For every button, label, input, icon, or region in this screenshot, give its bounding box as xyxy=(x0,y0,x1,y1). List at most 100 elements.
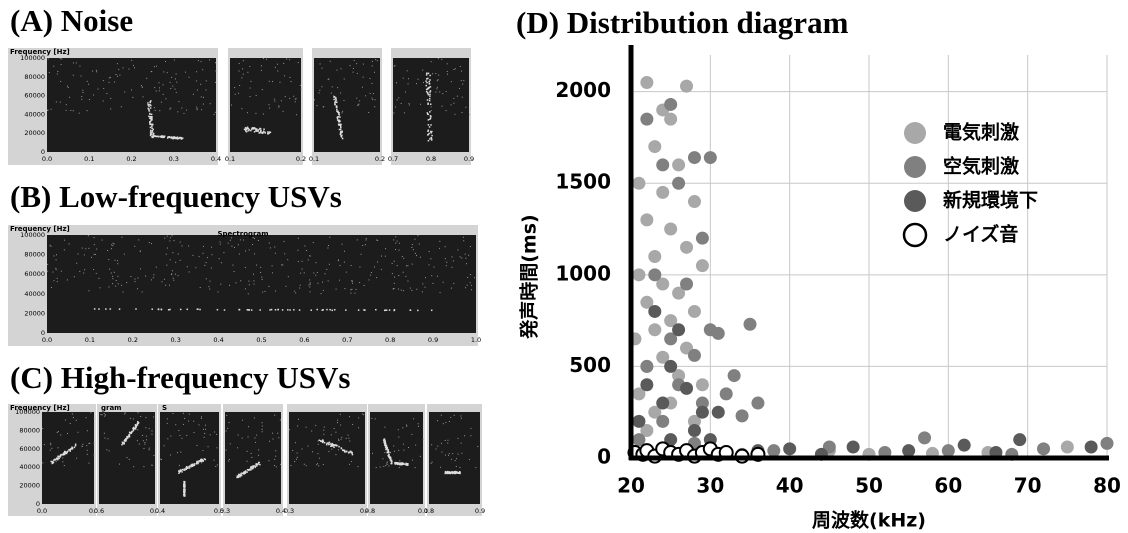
noise-dot xyxy=(454,460,456,462)
noise-dot xyxy=(192,254,194,256)
noise-dot xyxy=(119,74,121,76)
signal-dot xyxy=(341,137,344,140)
spectrogram-header: S xyxy=(162,404,167,412)
noise-dot xyxy=(196,71,198,73)
signal-dot xyxy=(154,135,156,137)
noise-dot xyxy=(128,458,130,460)
noise-dot xyxy=(173,240,175,242)
signal-dot xyxy=(426,72,428,75)
noise-dot xyxy=(417,235,419,237)
noise-dot xyxy=(225,449,227,451)
signal-dot xyxy=(390,460,393,462)
signal-dot xyxy=(385,309,388,311)
noise-dot xyxy=(91,256,93,258)
noise-dot xyxy=(47,109,49,111)
noise-dot xyxy=(348,463,350,465)
noise-dot xyxy=(319,63,321,65)
noise-dot xyxy=(108,259,110,261)
noise-dot xyxy=(441,451,443,453)
noise-dot xyxy=(249,96,251,98)
signal-dot xyxy=(57,457,59,460)
noise-dot xyxy=(289,76,291,78)
signal-dot xyxy=(51,462,53,465)
signal-dot xyxy=(58,457,60,460)
noise-dot xyxy=(142,440,144,442)
noise-dot xyxy=(453,102,455,104)
noise-dot xyxy=(103,413,105,415)
noise-dot xyxy=(299,287,301,289)
signal-dot xyxy=(323,441,326,444)
noise-dot xyxy=(422,81,424,83)
noise-dot xyxy=(177,253,179,255)
noise-dot xyxy=(85,417,87,419)
noise-dot xyxy=(170,454,172,456)
noise-dot xyxy=(260,266,262,268)
noise-dot xyxy=(258,454,260,456)
noise-dot xyxy=(400,103,402,105)
noise-dot xyxy=(134,278,136,280)
noise-dot xyxy=(260,271,262,273)
noise-dot xyxy=(297,260,299,262)
noise-dot xyxy=(276,63,278,65)
noise-dot xyxy=(69,96,71,98)
scatter-point xyxy=(672,369,686,383)
noise-dot xyxy=(448,453,450,455)
noise-dot xyxy=(316,271,318,273)
noise-dot xyxy=(122,291,124,293)
noise-dot xyxy=(430,106,432,108)
signal-dot xyxy=(333,98,335,101)
noise-dot xyxy=(371,60,373,62)
noise-dot xyxy=(244,267,246,269)
noise-dot xyxy=(146,77,148,79)
noise-dot xyxy=(132,96,134,98)
noise-dot xyxy=(91,70,93,72)
scatter-point xyxy=(640,213,654,227)
noise-dot xyxy=(115,285,117,287)
signal-dot xyxy=(98,308,100,310)
noise-dot xyxy=(251,243,253,245)
scatter-point xyxy=(640,295,654,309)
noise-dot xyxy=(216,433,218,435)
signal-dot xyxy=(329,308,331,311)
signal-dot xyxy=(244,127,247,129)
scatter-point xyxy=(846,440,860,454)
noise-dot xyxy=(440,442,442,444)
x-tick-label: 0.4 xyxy=(360,507,370,515)
noise-dot xyxy=(368,279,370,281)
noise-dot xyxy=(295,458,297,460)
noise-dot xyxy=(439,91,441,93)
noise-dot xyxy=(76,457,78,459)
noise-dot xyxy=(385,465,387,467)
noise-dot xyxy=(411,433,413,435)
signal-dot xyxy=(251,465,254,468)
noise-dot xyxy=(141,434,143,436)
signal-dot xyxy=(430,115,432,118)
x-tick-label: 0.1 xyxy=(225,155,235,163)
noise-dot xyxy=(55,254,57,256)
noise-dot xyxy=(86,453,88,455)
noise-dot xyxy=(245,250,247,252)
noise-dot xyxy=(414,252,416,254)
signal-dot xyxy=(332,444,334,446)
noise-dot xyxy=(81,247,83,249)
noise-dot xyxy=(156,65,158,67)
noise-dot xyxy=(321,86,323,88)
noise-dot xyxy=(351,280,353,282)
noise-dot xyxy=(196,106,198,108)
signal-dot xyxy=(336,108,338,111)
scatter-point xyxy=(680,240,694,254)
noise-dot xyxy=(198,424,200,426)
signal-dot xyxy=(176,136,178,139)
noise-dot xyxy=(466,263,468,265)
noise-dot xyxy=(53,280,55,282)
noise-dot xyxy=(148,447,150,449)
signal-dot xyxy=(402,462,404,465)
signal-dot xyxy=(430,132,432,134)
signal-dot xyxy=(321,309,323,311)
signal-dot xyxy=(428,97,431,100)
noise-dot xyxy=(211,254,213,256)
noise-dot xyxy=(323,429,325,431)
noise-dot xyxy=(226,414,228,416)
noise-dot xyxy=(216,447,218,449)
noise-dot xyxy=(106,449,108,451)
